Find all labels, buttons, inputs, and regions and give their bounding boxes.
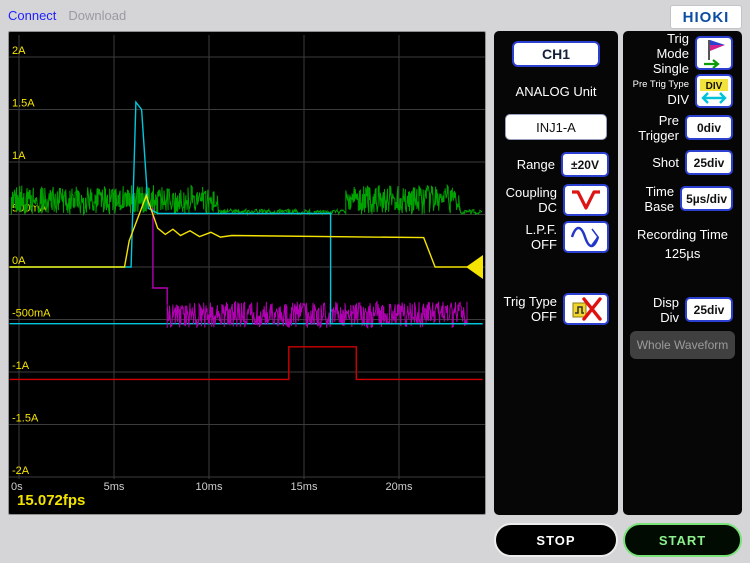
x-axis-label: 20ms [386,481,413,493]
range-value-button[interactable]: ±20V [561,152,609,177]
trig-type-row: Trig Type OFF [494,293,618,325]
disp-div-label: Disp Div [652,294,679,325]
shot-value-button[interactable]: 25div [685,150,733,175]
coupling-row: Coupling DC [494,184,618,216]
y-axis-label: -1.5A [12,413,39,425]
trigger-panel: Trig Mode Single Pre Trig Type DIV DIV Pre… [623,31,742,515]
disp-div-value-button[interactable]: 25div [685,297,733,322]
recording-time-label: Recording Time [636,227,729,242]
y-axis-label: 1A [12,150,26,162]
trig-type-button[interactable] [563,293,609,325]
shot-label: Shot [652,155,679,170]
pre-trigger-label: Pre Trigger [638,112,679,143]
analog-unit-label: ANALOG Unit [515,84,597,99]
x-axis-label: 0s [11,481,23,493]
top-bar: Connect Download HIOKI [0,0,750,30]
pre-trig-div-icon: DIV [700,79,728,104]
trace-green-quiet-2 [461,209,482,216]
range-label: Range [516,157,555,172]
y-axis-label: 0A [12,255,26,267]
whole-waveform-button[interactable]: Whole Waveform [630,331,735,359]
coupling-label: Coupling DC [505,185,557,215]
trace-green-noise-2 [345,183,462,215]
trig-type-label: Trig Type OFF [503,294,557,324]
x-axis-label: 15ms [291,481,318,493]
y-axis-label: 1.5A [12,98,35,110]
lpf-label: L.P.F. OFF [525,222,557,252]
y-axis-label: -500mA [12,308,51,320]
low-pass-filter-icon [570,226,600,248]
y-axis-label: 2A [12,45,26,57]
single-trigger-flag-icon [704,40,725,68]
unit-name-button[interactable]: INJ1-A [505,114,607,140]
coupling-dc-icon [572,190,600,210]
time-base-value-button[interactable]: 5µs/div [680,186,733,211]
y-axis-label: -2A [12,465,30,477]
time-base-label: Time Base [644,183,675,214]
trace-yellow-trace [9,193,483,268]
coupling-button[interactable] [563,184,609,216]
trace-magenta-noise [166,300,468,330]
stop-button[interactable]: STOP [494,523,618,557]
lpf-button[interactable] [563,221,609,253]
trig-mode-button[interactable] [695,36,733,70]
recording-time-value: 125µs [664,246,701,261]
y-axis-label: -1A [12,360,30,372]
disp-div-row: Disp Div 25div [623,294,742,325]
trace-green-noise-1 [10,184,219,217]
pre-trigger-row: Pre Trigger 0div [623,112,742,143]
fps-label: 15.072fps [17,492,86,509]
hioki-logo: HIOKI [670,5,742,29]
trace-red-trace [9,346,483,381]
channel-panel: CH1 ANALOG Unit INJ1-A Range ±20V Coupli… [494,31,618,515]
x-axis-label: 5ms [104,481,125,493]
waveform-panel: 2A 1.5A 1A 500mA 0A -500mA -1A -1.5A -2A 0s 5ms 10m… [8,31,486,515]
pre-trigger-value-button[interactable]: 0div [685,115,733,140]
pre-trig-type-row: Pre Trig Type DIV DIV [623,74,742,108]
svg-text:DIV: DIV [706,81,723,92]
start-button[interactable]: START [623,523,742,557]
trig-mode-row: Trig Mode Single [623,31,742,76]
trace-magenta-lead [152,208,168,304]
x-axis-label: 10ms [196,481,223,493]
trig-type-off-icon [572,297,602,321]
shot-row: Shot 25div [623,150,742,175]
channel-select-button[interactable]: CH1 [512,41,600,67]
connect-link[interactable]: Connect [8,8,57,23]
hioki-logo-text: HIOKI [682,8,730,26]
pre-trig-type-label: Pre Trig Type DIV [632,79,689,107]
range-row: Range ±20V [494,152,618,177]
pre-trig-type-button[interactable]: DIV [695,74,733,108]
time-base-row: Time Base 5µs/div [623,183,742,214]
trace-cyan-trace [9,100,483,325]
trig-mode-label: Trig Mode Single [652,30,689,76]
lpf-row: L.P.F. OFF [494,221,618,253]
zero-position-marker[interactable] [466,255,483,279]
download-link[interactable]: Download [68,8,127,23]
